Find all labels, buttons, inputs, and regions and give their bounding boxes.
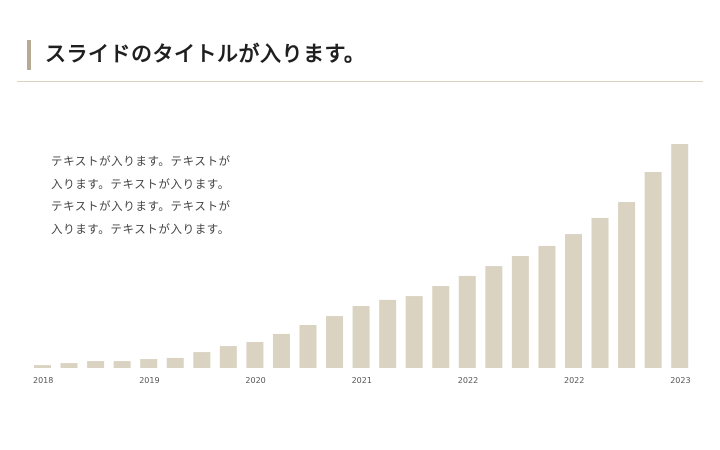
bar (219, 346, 237, 368)
bar (485, 266, 503, 368)
x-tick-label: 2021 (352, 376, 372, 385)
bar (34, 365, 51, 368)
bar (405, 296, 423, 368)
bar (379, 299, 397, 368)
bar (193, 352, 211, 368)
title-divider (17, 81, 703, 82)
x-tick-label: 2019 (139, 376, 159, 385)
bar (166, 357, 184, 368)
bar (272, 333, 290, 368)
x-tick-label: 2022 (564, 376, 584, 385)
bar (458, 275, 476, 368)
bar (644, 172, 662, 368)
bar (671, 144, 689, 368)
tick-label-group: 2018 2019 2020 2021 2022 2022 2023 (33, 376, 691, 385)
body-text-line: 入ります。テキストが入ります。 (51, 221, 230, 236)
bar (140, 359, 158, 368)
bar (246, 342, 264, 368)
x-tick-label: 2018 (33, 376, 53, 385)
bar (565, 234, 582, 368)
body-text: テキストが入ります。テキストが 入ります。テキストが入ります。 テキストが入りま… (51, 150, 251, 240)
bar (511, 256, 529, 368)
bar (538, 245, 556, 368)
x-tick-label: 2020 (245, 376, 265, 385)
bar (352, 305, 370, 368)
body-text-line: 入ります。テキストが入ります。 (51, 176, 230, 191)
bar (299, 324, 317, 368)
bar (591, 217, 609, 368)
bar (87, 361, 105, 368)
bar (618, 202, 636, 368)
bar-group (34, 144, 689, 368)
bar (326, 316, 344, 368)
title-accent-bar (27, 40, 31, 70)
body-text-line: テキストが入ります。テキストが (51, 199, 231, 213)
bar (60, 363, 78, 368)
bar (113, 361, 131, 368)
x-tick-label: 2022 (458, 376, 478, 385)
x-tick-label: 2023 (670, 376, 690, 385)
slide-title: スライドのタイトルが入ります。 (45, 42, 366, 66)
body-text-line: テキストが入ります。テキストが (51, 154, 231, 168)
bar (432, 286, 450, 368)
